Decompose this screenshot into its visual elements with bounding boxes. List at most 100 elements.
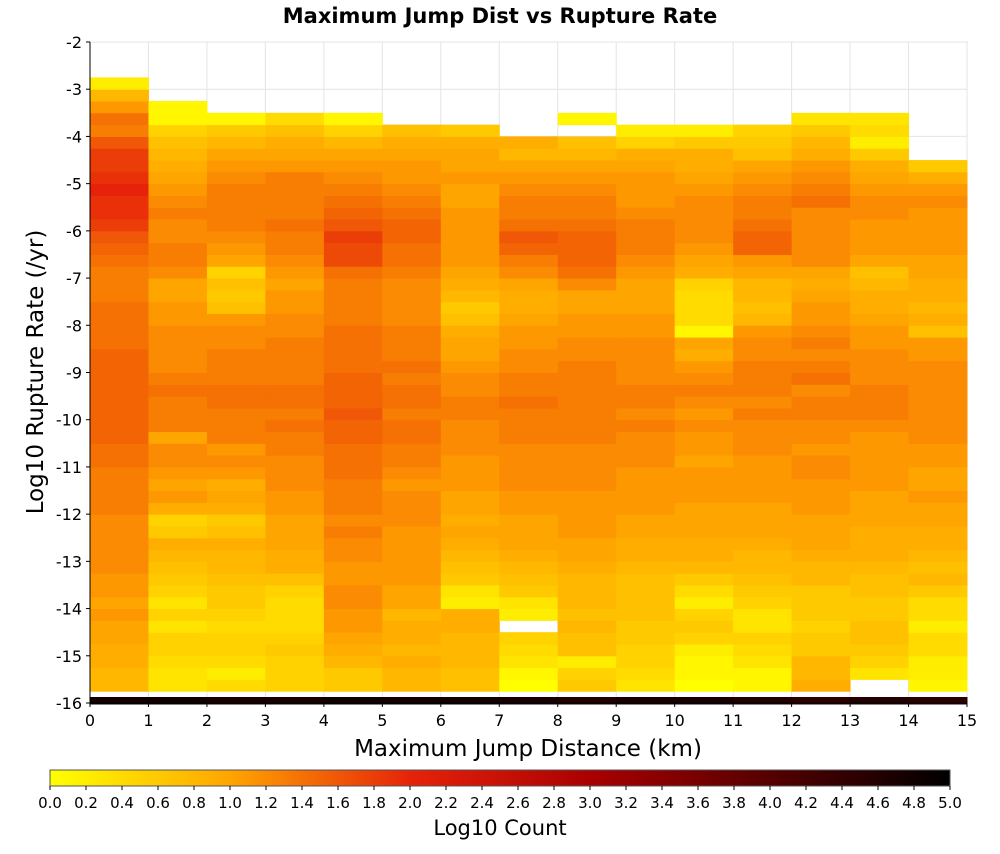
heatmap-cell <box>323 608 383 621</box>
heatmap-cell <box>674 242 734 255</box>
heatmap-cell <box>323 632 383 645</box>
heatmap-cell <box>323 697 383 705</box>
heatmap-cell <box>733 632 793 645</box>
heatmap-cell <box>733 443 793 456</box>
heatmap-cell <box>148 596 208 610</box>
heatmap-cell <box>850 632 910 645</box>
heatmap-cell <box>733 490 793 503</box>
heatmap-cell <box>616 466 676 480</box>
heatmap-cell <box>791 313 851 326</box>
heatmap-cell <box>791 584 851 598</box>
colorbar-tick-label: 4.8 <box>902 794 926 812</box>
colorbar-label: Log10 Count <box>433 816 566 840</box>
heatmap-cell <box>791 431 851 444</box>
heatmap-cell <box>908 289 968 303</box>
heatmap-cell <box>90 348 149 362</box>
heatmap-cell <box>733 195 793 208</box>
heatmap-cell <box>323 667 383 680</box>
heatmap-cell <box>791 183 851 196</box>
heatmap-cell <box>908 655 968 669</box>
heatmap-cell <box>733 697 793 705</box>
heatmap-cell <box>850 348 910 362</box>
y-tick-label: -3 <box>66 80 82 99</box>
heatmap-cell <box>90 620 149 633</box>
heatmap-cell <box>323 514 383 527</box>
heatmap-cell <box>90 207 149 220</box>
heatmap-cell <box>323 455 383 468</box>
heatmap-cell <box>616 643 676 657</box>
heatmap-cell <box>382 573 442 586</box>
heatmap-cell <box>499 384 559 397</box>
heatmap-cell <box>206 502 266 515</box>
heatmap-cell <box>850 337 910 350</box>
heatmap-cell <box>90 419 149 433</box>
heatmap-cell <box>791 655 851 669</box>
heatmap-cell <box>265 455 325 468</box>
heatmap-cell <box>674 643 734 657</box>
heatmap-cell <box>265 337 325 350</box>
heatmap-cell <box>791 136 851 149</box>
heatmap-cell <box>440 679 500 692</box>
heatmap-cell <box>908 384 968 397</box>
heatmap-cell <box>791 620 851 633</box>
heatmap-cell <box>616 561 676 574</box>
heatmap-cell <box>733 313 793 326</box>
colorbar-tick-label: 3.0 <box>578 794 602 812</box>
heatmap-cell <box>791 667 851 680</box>
heatmap-cell <box>616 372 676 385</box>
heatmap-cell <box>499 207 559 220</box>
heatmap-cell <box>323 112 383 126</box>
heatmap-cell <box>499 278 559 291</box>
colorbar-tick-label: 1.0 <box>218 794 242 812</box>
colorbar-tick-label: 2.6 <box>506 794 530 812</box>
heatmap-cell <box>674 407 734 421</box>
heatmap-cell <box>791 549 851 562</box>
heatmap-cell <box>616 679 676 692</box>
heatmap-cell <box>206 313 266 326</box>
heatmap-cell <box>850 620 910 633</box>
heatmap-cell <box>791 419 851 433</box>
heatmap-cell <box>323 537 383 551</box>
heatmap-cell <box>90 466 149 480</box>
heatmap-cell <box>908 478 968 492</box>
heatmap-cell <box>440 337 500 350</box>
heatmap-cell <box>733 360 793 373</box>
heatmap-cell <box>791 112 851 126</box>
heatmap-cell <box>440 207 500 220</box>
heatmap-cell <box>382 360 442 373</box>
heatmap-cell <box>908 407 968 421</box>
heatmap-cell <box>206 537 266 551</box>
heatmap-cell <box>557 431 617 444</box>
heatmap-cell <box>148 219 208 232</box>
heatmap-cell <box>557 561 617 574</box>
heatmap-cell <box>148 160 208 173</box>
heatmap-cell <box>557 455 617 468</box>
heatmap-cell <box>499 396 559 409</box>
heatmap-cell <box>499 443 559 456</box>
heatmap-cell <box>148 325 208 338</box>
heatmap-cell <box>733 136 793 149</box>
heatmap-cell <box>674 525 734 539</box>
heatmap-cell <box>557 266 617 279</box>
heatmap-cell <box>791 195 851 208</box>
heatmap-cell <box>850 596 910 610</box>
heatmap-cell <box>674 608 734 621</box>
colorbar-tick-label: 2.4 <box>470 794 494 812</box>
heatmap-cell <box>382 219 442 232</box>
heatmap-cell <box>265 183 325 196</box>
heatmap-cell <box>616 289 676 303</box>
heatmap-cell <box>265 396 325 409</box>
heatmap-cell <box>850 455 910 468</box>
heatmap-cell <box>265 537 325 551</box>
heatmap-cell <box>90 266 149 279</box>
heatmap-cell <box>265 514 325 527</box>
heatmap-cell <box>674 230 734 244</box>
heatmap-cell <box>323 561 383 574</box>
heatmap-cell <box>90 525 149 539</box>
heatmap-cell <box>382 254 442 267</box>
heatmap-cell <box>850 136 910 149</box>
heatmap-cell <box>90 455 149 468</box>
heatmap-cell <box>323 643 383 657</box>
heatmap-cell <box>850 384 910 397</box>
heatmap-cell <box>323 136 383 149</box>
